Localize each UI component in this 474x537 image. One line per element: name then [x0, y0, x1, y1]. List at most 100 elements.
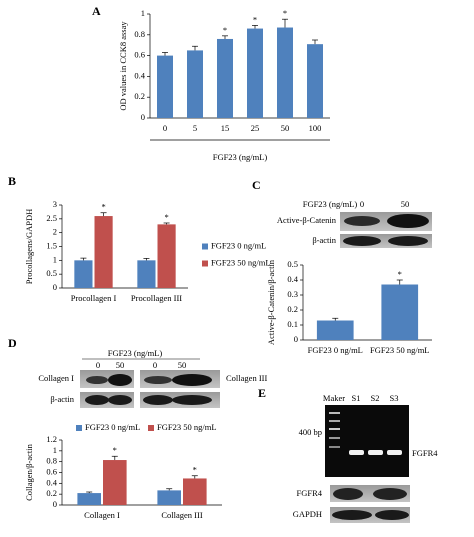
- y-tick-label: 0.5: [46, 268, 57, 278]
- x-tick-label: 5: [192, 123, 198, 133]
- y-tick-label: 2: [53, 227, 57, 237]
- lane-label: S1: [352, 393, 361, 403]
- blot-row-label: Collagen III: [226, 373, 267, 383]
- bar: [183, 478, 207, 505]
- annotation: *: [193, 465, 197, 475]
- y-tick-label: 2.5: [46, 213, 57, 223]
- blot: [340, 212, 432, 248]
- y-axis-label: Active-β-Catenin/β-actin: [266, 259, 276, 345]
- y-tick-label: 0.4: [134, 70, 145, 80]
- y-axis-label: Procollagens/GAPDH: [24, 209, 34, 285]
- bar: [157, 55, 173, 118]
- annotation: *: [253, 14, 257, 24]
- blot-row-label: β-actin: [312, 235, 336, 245]
- legend-label: FGF23 0 ng/mL: [85, 422, 140, 432]
- y-tick-label: 0.4: [46, 477, 57, 487]
- error-bar: [282, 18, 288, 28]
- y-tick-label: 0.2: [287, 304, 298, 314]
- annotation: *: [283, 8, 287, 18]
- y-tick-label: 0.8: [46, 456, 57, 466]
- x-tick-label: Collagen I: [84, 510, 120, 520]
- legend-label: FGF23 50 ng/mL: [211, 257, 271, 267]
- bar: [74, 260, 93, 288]
- y-tick-label: 0.5: [287, 259, 298, 269]
- lane-label: S2: [371, 393, 380, 403]
- y-tick-label: 1: [53, 254, 57, 264]
- y-tick-label: 0.6: [134, 50, 145, 60]
- y-tick-label: 0: [141, 112, 145, 122]
- x-tick-label: 50: [280, 123, 290, 133]
- error-bar: [332, 317, 339, 321]
- legend-swatch: [202, 260, 208, 267]
- blot-row-label: β-actin: [50, 394, 74, 404]
- y-tick-label: 0: [53, 499, 57, 509]
- error-bar: [191, 475, 198, 479]
- error-bar: [111, 455, 118, 461]
- x-tick-label: Procollagen III: [130, 293, 183, 303]
- dose-label: 50: [116, 360, 125, 370]
- y-tick-label: 0.8: [134, 29, 145, 39]
- legend-swatch: [202, 243, 208, 250]
- blot-header: FGF23 (ng/mL): [108, 348, 163, 358]
- y-axis-label: Collagen/β-actin: [24, 443, 34, 500]
- bar: [137, 260, 156, 288]
- x-tick-label: FGF23 50 ng/mL: [369, 345, 430, 355]
- error-bar: [222, 35, 228, 39]
- x-tick-label: 0: [162, 123, 168, 133]
- y-tick-label: 0.2: [134, 91, 145, 101]
- annotation: *: [101, 202, 105, 212]
- error-bar: [252, 25, 258, 29]
- band-label: FGFR4: [412, 448, 438, 458]
- annotation: *: [113, 445, 117, 455]
- error-bar: [80, 257, 87, 261]
- bar: [157, 490, 181, 505]
- annotation: *: [223, 25, 227, 35]
- y-tick-label: 0.4: [287, 274, 298, 284]
- blot: [330, 485, 410, 523]
- error-bar: [162, 52, 168, 56]
- y-tick-label: 0.3: [287, 289, 298, 299]
- error-bar: [166, 488, 173, 491]
- dose-label: 0: [360, 199, 364, 209]
- legend-label: FGF23 50 ng/mL: [157, 422, 217, 432]
- gel: [325, 405, 409, 477]
- bar: [77, 493, 101, 505]
- bar: [157, 224, 176, 288]
- y-tick-label: 0: [53, 282, 57, 292]
- y-tick-label: 3: [53, 199, 57, 209]
- bar: [381, 284, 419, 340]
- x-tick-label: 15: [220, 123, 230, 133]
- x-tick-label: 25: [250, 123, 260, 133]
- blot-header: FGF23 (ng/mL): [303, 199, 358, 209]
- bar: [187, 50, 203, 118]
- y-tick-label: 1: [141, 8, 145, 18]
- x-axis-label: FGF23 (ng/mL): [213, 152, 268, 162]
- x-tick-label: Procollagen I: [70, 293, 117, 303]
- y-tick-label: 0.1: [287, 319, 298, 329]
- x-tick-label: FGF23 0 ng/mL: [307, 345, 363, 355]
- y-tick-label: 0: [294, 334, 298, 344]
- y-tick-label: 1.2: [46, 434, 57, 444]
- lane-label: S3: [390, 393, 399, 403]
- panel-label: C: [252, 178, 261, 192]
- y-axis-label: OD values in CCK8 assay: [118, 21, 128, 111]
- bar: [103, 460, 127, 505]
- bar: [217, 38, 233, 118]
- y-tick-label: 1: [53, 445, 57, 455]
- y-tick-label: 0.6: [46, 466, 57, 476]
- bar: [277, 27, 293, 118]
- error-bar: [192, 45, 198, 51]
- error-bar: [86, 491, 93, 494]
- dose-label: 50: [178, 360, 187, 370]
- annotation: *: [398, 269, 402, 279]
- panel-label: B: [8, 174, 16, 188]
- error-bar: [396, 279, 403, 285]
- dose-label: 0: [96, 360, 100, 370]
- dose-label: 0: [153, 360, 157, 370]
- bar: [307, 44, 323, 118]
- blot: [80, 370, 220, 408]
- y-tick-label: 0.2: [46, 488, 57, 498]
- legend-label: FGF23 0 ng/mL: [211, 240, 266, 250]
